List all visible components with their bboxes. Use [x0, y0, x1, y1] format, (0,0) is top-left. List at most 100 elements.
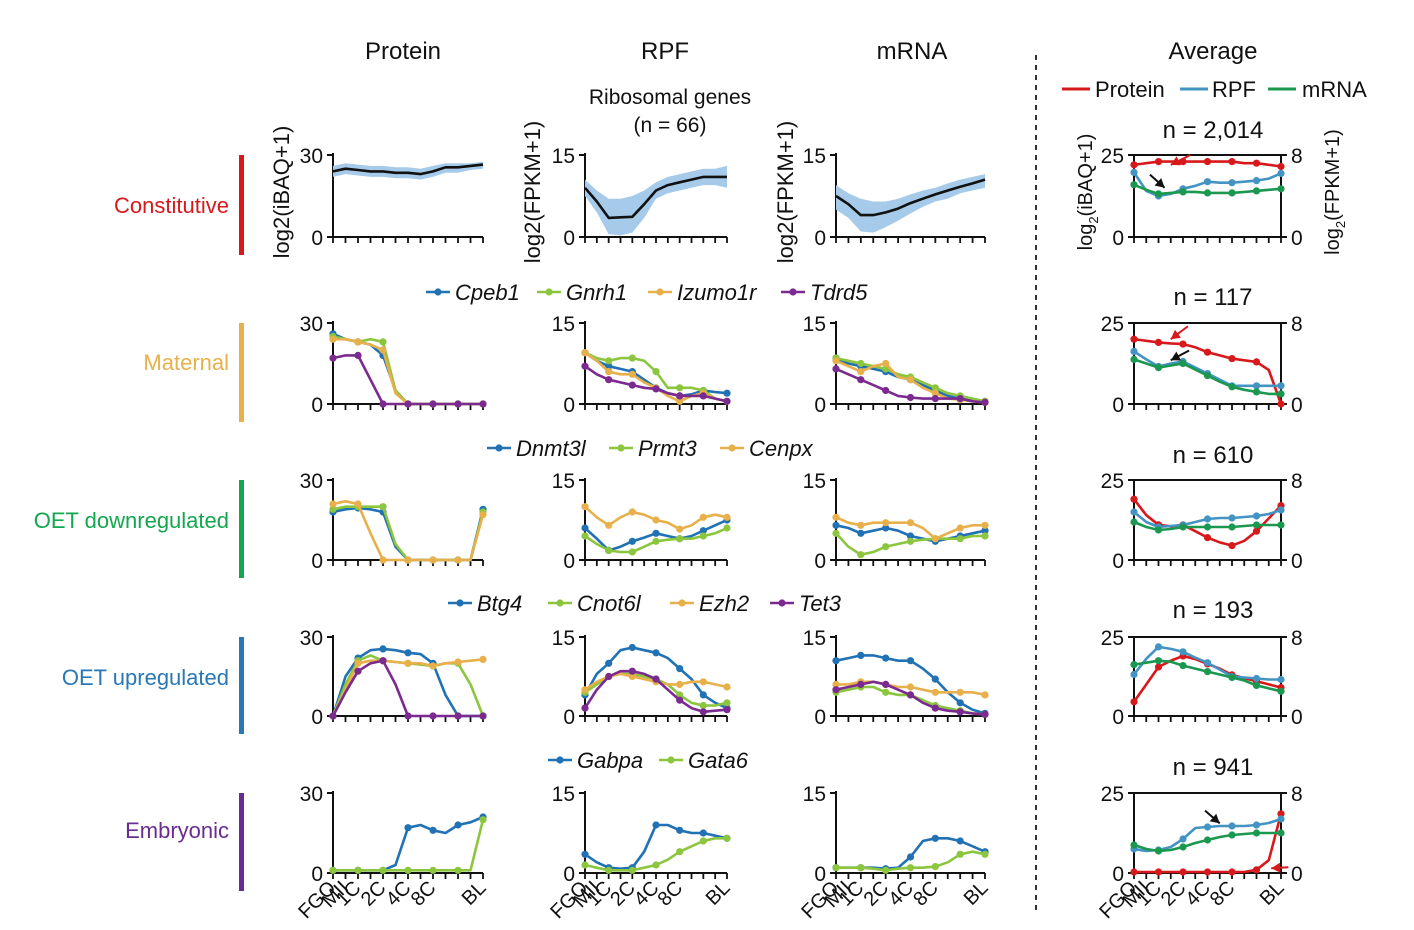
- row-embryonic-mrna-gata6-point: [931, 863, 939, 871]
- row-oet-upregulated-rpf-btg4-point: [628, 643, 636, 652]
- row-oet-upregulated-rpf-btg4-point: [652, 649, 660, 657]
- row-oet-downregulated-rpf-dnmt3l-point: [628, 537, 636, 545]
- row-embryonic-average-mrna-point: [1154, 847, 1163, 855]
- row-constitutive-average-n-label: n = 2,014: [1163, 117, 1264, 144]
- ylabel-mrna: log2(FPKM+1): [773, 121, 798, 263]
- row-oet-downregulated-average-rpf-point: [1203, 515, 1212, 523]
- row-oet-upregulated-protein-ezh2-point: [429, 662, 437, 670]
- row-maternal-rpf-tdrd5-point: [699, 392, 707, 400]
- row-oet-downregulated-rpf-cenpx-point: [676, 525, 684, 533]
- ylabel-average-right: log2(FPKM+1): [1322, 129, 1348, 255]
- row-embryonic-average-right-tick-label: 0: [1291, 863, 1303, 886]
- row-oet-upregulated-average-right-tick-label: 0: [1291, 706, 1303, 729]
- row-maternal-mrna-y-tick-label: 0: [814, 394, 826, 417]
- row-oet-upregulated-mrna-btg4-point: [906, 657, 915, 665]
- row-maternal-average-mrna-point: [1203, 372, 1212, 380]
- row-embryonic-protein-gabpa-point: [404, 824, 412, 832]
- row-maternal-average-left-tick-label: 0: [1112, 394, 1124, 417]
- row-embryonic-mrna-y-tick-label: 15: [803, 783, 826, 806]
- row-oet-downregulated-average-protein-point: [1130, 495, 1138, 503]
- row-maternal-protein-tdrd5-point: [454, 400, 462, 408]
- row-maternal-rpf-gnrh1-point: [628, 354, 636, 362]
- row-oet-downregulated-mrna-cenpx-point: [882, 519, 890, 527]
- row-oet-upregulated-rpf-y-tick-label: 0: [563, 706, 575, 729]
- row-maternal-protein-izumo1r-point: [354, 338, 362, 346]
- row-maternal-protein-tdrd5-line: [332, 354, 483, 406]
- row-maternal-rpf-izumo1r-point: [628, 370, 636, 378]
- row-embryonic-mrna-gata6-point: [956, 850, 964, 858]
- row-constitutive-mrna-mean-line: [835, 178, 986, 217]
- row-oet-downregulated-protein-prmt3-point: [379, 503, 387, 511]
- row-oet-upregulated-mrna-tet3-point: [931, 704, 939, 712]
- row-maternal-average-rpf-point: [1277, 382, 1285, 390]
- row-embryonic-legend-label: Gabpa: [577, 748, 643, 773]
- row-oet-downregulated-mrna-cenpx-point: [906, 519, 915, 527]
- row-maternal-mrna-tdrd5-point: [832, 365, 840, 373]
- row-oet-upregulated-mrna-ezh2-point: [906, 683, 915, 691]
- row-oet-upregulated-mrna-axes: 15 0: [803, 627, 986, 729]
- row-oet-downregulated-average-mrna-point: [1252, 521, 1261, 529]
- row-constitutive-average-rpf-point: [1228, 179, 1236, 187]
- row-constitutive-average-1-arrow-head: [1154, 178, 1165, 188]
- row-maternal-legend-marker: [434, 288, 442, 296]
- row-oet-upregulated-average-rpf-point: [1252, 674, 1261, 683]
- row-oet-upregulated-average-mrna-point: [1179, 662, 1187, 670]
- legend-label-protein: Protein: [1095, 77, 1165, 102]
- row-embryonic-average-mrna-point: [1203, 836, 1212, 844]
- row-oet-upregulated-mrna-ezh2-point: [832, 680, 840, 689]
- row-maternal-protein-tdrd5-point: [329, 354, 337, 362]
- row-embryonic-mrna-gabpa-point: [931, 834, 939, 842]
- row-constitutive-mrna-axes: 15 0: [803, 145, 986, 250]
- row-embryonic-average-rpf-point: [1179, 835, 1187, 843]
- row-maternal-mrna-izumo1r-point: [882, 359, 890, 368]
- row-embryonic-legend-marker: [556, 756, 564, 764]
- row-oet-upregulated-mrna-tet3-point: [981, 710, 989, 719]
- row-embryonic-average-rpf-point: [1252, 821, 1261, 829]
- row-maternal-mrna-izumo1r-point: [832, 357, 840, 365]
- row-oet-upregulated-average-left-tick-label: 0: [1112, 706, 1124, 729]
- row-oet-upregulated-rpf-y-tick-label: 15: [552, 627, 575, 650]
- row-maternal-protein-tdrd5-point: [479, 400, 487, 408]
- row-oet-upregulated-protein-y-tick-label: 30: [300, 627, 323, 650]
- row-maternal-mrna-tdrd5-point: [906, 393, 915, 402]
- row-constitutive-protein-y-tick-label: 30: [300, 145, 323, 168]
- row-maternal-average-protein-point: [1203, 348, 1212, 356]
- row-oet-upregulated-protein-ezh2-point: [404, 659, 412, 667]
- row-oet-downregulated-rpf-cenpx-point: [699, 513, 707, 521]
- row-oet-downregulated-average-left-tick-label: 25: [1101, 470, 1124, 493]
- row-constitutive-protein-mean-line: [332, 163, 484, 176]
- row-constitutive-mrna-y-tick-label: 0: [814, 227, 826, 250]
- row-oet-downregulated-rpf-dnmt3l-point: [699, 527, 707, 535]
- row-maternal-average-rpf-point: [1252, 382, 1261, 390]
- row-oet-downregulated-protein-cenpx-point: [354, 500, 362, 508]
- row-maternal-legend-label: Izumo1r: [677, 280, 758, 305]
- row-embryonic-protein-gata6-point: [479, 816, 487, 824]
- row-oet-upregulated-protein-btg4-point: [404, 649, 412, 657]
- row-maternal-rpf-gnrh1-point: [605, 357, 613, 365]
- row-constitutive-average-mrna-point: [1130, 181, 1138, 189]
- row-maternal-mrna-tdrd5-point: [981, 398, 989, 406]
- row-embryonic-mrna-gata6-point: [832, 864, 840, 872]
- row-constitutive-average-rpf-point: [1130, 168, 1138, 176]
- row-constitutive-average-mrna-point: [1228, 189, 1236, 197]
- row-embryonic-protein-y-tick-label: 0: [311, 863, 323, 886]
- row-oet-upregulated-protein-ezh2-point: [479, 655, 487, 664]
- row-oet-downregulated-average-mrna-point: [1179, 523, 1187, 531]
- row-oet-downregulated-mrna-dnmt3l-point: [832, 521, 840, 529]
- row-embryonic-average-rpf-point: [1228, 822, 1236, 830]
- row-oet-upregulated-protein-tet3-point: [379, 657, 387, 665]
- row-embryonic-protein-x-tick-label: BL: [458, 877, 491, 910]
- row-oet-upregulated-rpf-btg4-point: [605, 659, 613, 667]
- row-oet-upregulated-legend-marker: [556, 599, 564, 607]
- ylabel-average-right-main: log: [1322, 228, 1344, 255]
- row-oet-downregulated-mrna-prmt3-point: [857, 551, 865, 559]
- row-oet-downregulated-rpf-cenpx-point: [723, 513, 731, 521]
- row-oet-downregulated-rpf-y-tick-label: 0: [563, 550, 575, 573]
- column-title-mrna: mRNA: [877, 38, 948, 65]
- row-oet-upregulated-rpf-tet3-point: [581, 704, 589, 712]
- ribosomal-caption-line1: Ribosomal genes: [589, 86, 751, 109]
- row-oet-upregulated-protein-tet3-point: [429, 712, 437, 720]
- row-embryonic-average-protein-point: [1252, 866, 1261, 874]
- row-constitutive-average-rpf-point: [1277, 169, 1285, 177]
